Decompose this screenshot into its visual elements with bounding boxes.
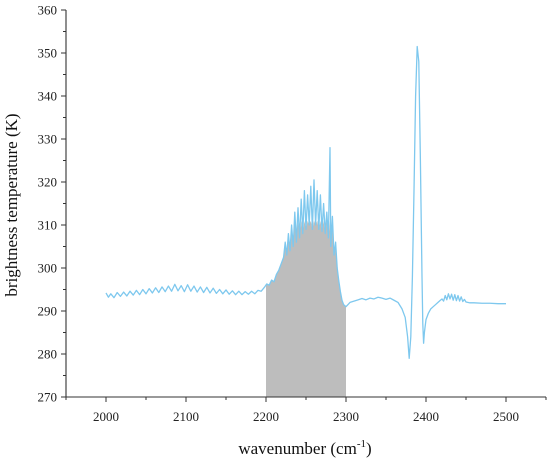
x-tick-label: 2200: [253, 409, 279, 424]
x-tick-label: 2400: [413, 409, 439, 424]
y-tick-label: 310: [38, 218, 58, 233]
x-tick-label: 2500: [493, 409, 519, 424]
x-tick-label: 2000: [93, 409, 119, 424]
y-axis-title: brightness temperature (K): [2, 113, 21, 296]
y-tick-label: 350: [38, 46, 58, 61]
y-tick-label: 360: [38, 3, 58, 18]
x-axis-title-superscript: -1: [357, 438, 366, 450]
spectrum-series-line: [105, 45, 506, 359]
y-tick-label: 300: [38, 261, 58, 276]
axes: 270 280 290 300 310 320 330 340 350 360 2000 2100 22…: [38, 3, 547, 424]
y-tick-label: 270: [38, 390, 58, 405]
plot-area: [105, 45, 506, 397]
y-tick-label: 330: [38, 132, 58, 147]
y-tick-label: 320: [38, 175, 58, 190]
x-axis-title-main: wavenumber (cm: [238, 439, 356, 458]
x-axis-title: wavenumber (cm-1): [238, 438, 371, 458]
x-tick-label: 2300: [333, 409, 359, 424]
x-tick-label: 2100: [173, 409, 199, 424]
y-tick-label: 280: [38, 347, 58, 362]
y-tick-label: 290: [38, 304, 58, 319]
x-axis-title-end: ): [366, 439, 372, 458]
shaded-integration-region: [266, 220, 346, 397]
y-tick-label: 340: [38, 89, 58, 104]
